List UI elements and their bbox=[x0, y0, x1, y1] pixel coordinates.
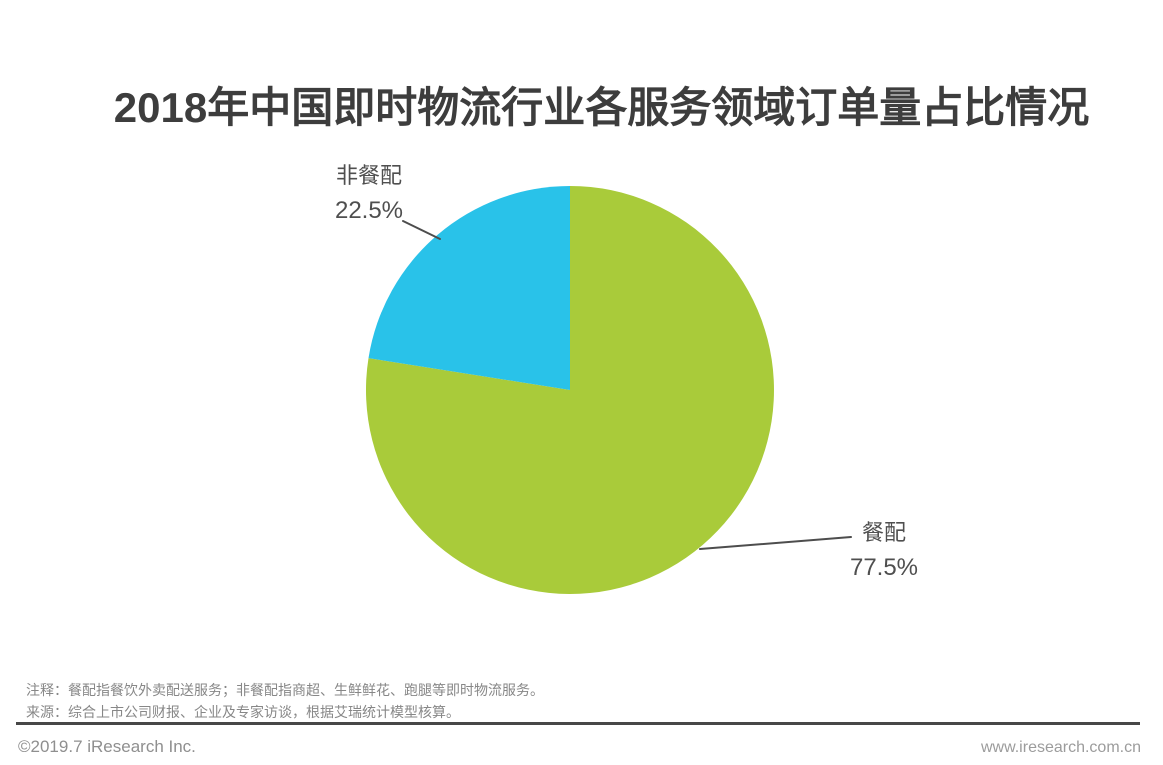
pie-slice-non-meal bbox=[368, 186, 570, 390]
notes-block: 注释：餐配指餐饮外卖配送服务；非餐配指商超、生鲜鲜花、跑腿等即时物流服务。 来源… bbox=[26, 679, 544, 723]
slice-label-non-meal-name: 非餐配 bbox=[335, 163, 402, 188]
slice-label-meal-delivery-name: 餐配 bbox=[861, 520, 906, 545]
leader-line-meal-delivery bbox=[699, 536, 852, 550]
slice-label-meal-delivery: 餐配 77.5% bbox=[834, 518, 934, 584]
footer-website: www.iresearch.com.cn bbox=[980, 739, 1141, 756]
pie-slice-meal-delivery bbox=[365, 186, 774, 594]
note-source: 来源：综合上市公司财报、企业及专家访谈，根据艾瑞统计模型核算。 bbox=[26, 704, 460, 720]
leader-line-non-meal bbox=[402, 220, 441, 240]
slice-label-meal-delivery-value: 77.5% bbox=[849, 554, 919, 581]
slice-label-non-meal: 非餐配 22.5% bbox=[319, 161, 419, 227]
slice-label-non-meal-value: 22.5% bbox=[334, 197, 404, 224]
chart-title: 2018年中国即时物流行业各服务领域订单量占比情况 bbox=[113, 84, 1090, 131]
note-annotation: 注释：餐配指餐饮外卖配送服务；非餐配指商超、生鲜鲜花、跑腿等即时物流服务。 bbox=[26, 682, 544, 698]
footer-copyright: ©2019.7 iResearch Inc. bbox=[18, 737, 196, 756]
footer-divider bbox=[16, 722, 1140, 725]
